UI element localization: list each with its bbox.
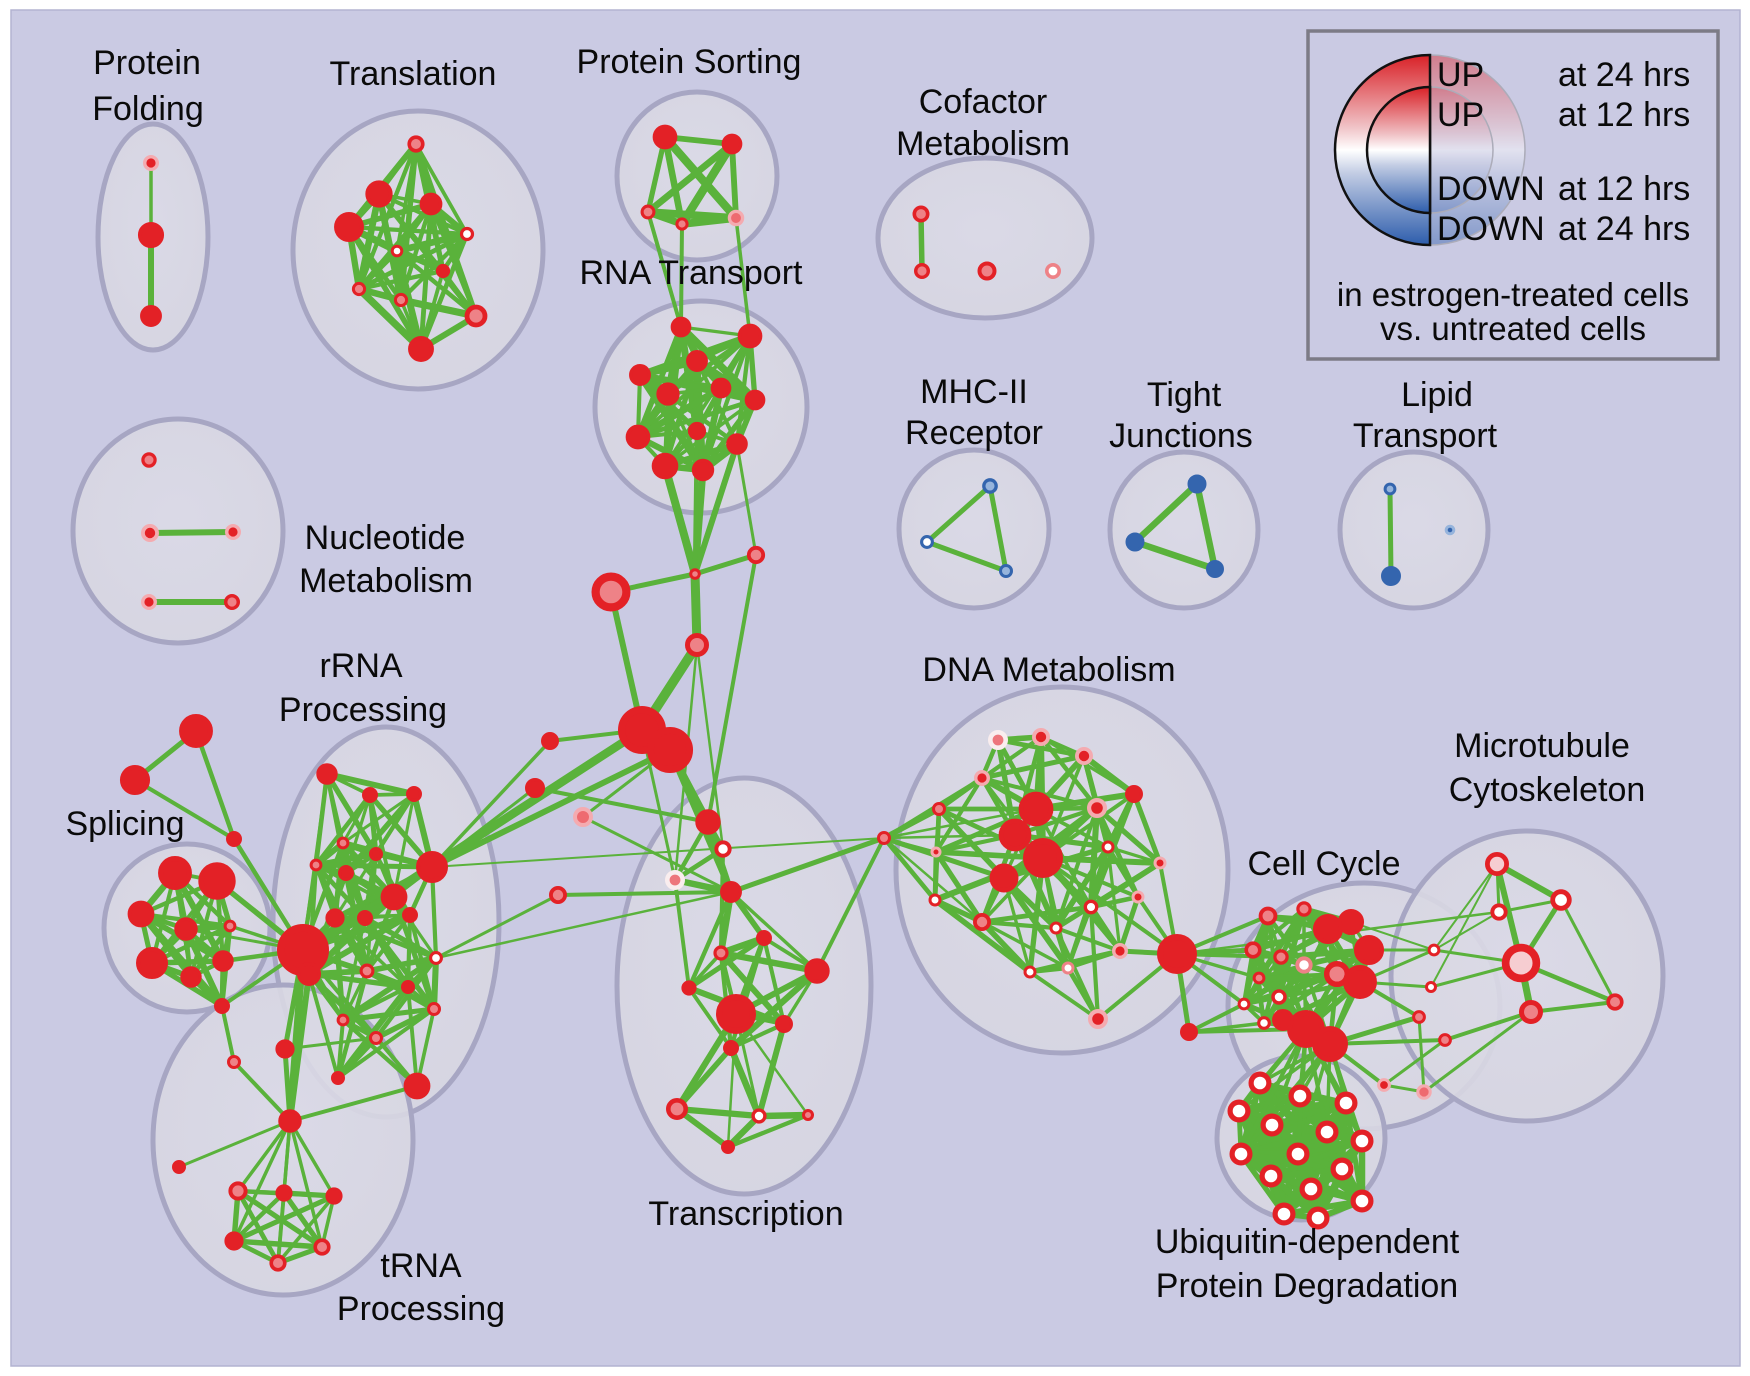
svg-text:Nucleotide: Nucleotide bbox=[305, 519, 466, 557]
svg-text:Receptor: Receptor bbox=[905, 414, 1043, 452]
svg-text:in estrogen-treated cells: in estrogen-treated cells bbox=[1337, 276, 1689, 313]
svg-text:DOWN: DOWN bbox=[1437, 170, 1545, 208]
svg-text:Tight: Tight bbox=[1147, 376, 1222, 414]
svg-text:Lipid: Lipid bbox=[1401, 376, 1473, 414]
svg-text:Folding: Folding bbox=[92, 90, 204, 128]
svg-text:MHC-II: MHC-II bbox=[920, 373, 1028, 411]
svg-text:UP: UP bbox=[1437, 56, 1484, 94]
svg-text:Transport: Transport bbox=[1353, 417, 1498, 455]
svg-text:Junctions: Junctions bbox=[1109, 417, 1253, 455]
svg-text:Splicing: Splicing bbox=[65, 805, 184, 843]
svg-text:Cytoskeleton: Cytoskeleton bbox=[1449, 771, 1646, 809]
svg-text:DOWN: DOWN bbox=[1437, 210, 1545, 248]
svg-text:Metabolism: Metabolism bbox=[896, 125, 1070, 163]
svg-text:Processing: Processing bbox=[279, 691, 447, 729]
svg-text:Translation: Translation bbox=[330, 55, 497, 93]
svg-text:at 12 hrs: at 12 hrs bbox=[1558, 96, 1690, 134]
svg-text:at 24 hrs: at 24 hrs bbox=[1558, 56, 1690, 94]
svg-text:tRNA: tRNA bbox=[380, 1247, 462, 1285]
svg-text:Transcription: Transcription bbox=[648, 1195, 843, 1233]
svg-text:UP: UP bbox=[1437, 96, 1484, 134]
svg-text:Protein Degradation: Protein Degradation bbox=[1156, 1267, 1458, 1305]
svg-text:Metabolism: Metabolism bbox=[299, 562, 473, 600]
svg-text:Processing: Processing bbox=[337, 1290, 505, 1328]
svg-text:Protein Sorting: Protein Sorting bbox=[577, 43, 802, 81]
svg-text:rRNA: rRNA bbox=[319, 647, 402, 685]
svg-text:Cofactor: Cofactor bbox=[919, 83, 1048, 121]
svg-text:Cell Cycle: Cell Cycle bbox=[1247, 845, 1400, 883]
svg-text:at 24 hrs: at 24 hrs bbox=[1558, 210, 1690, 248]
svg-text:Ubiquitin-dependent: Ubiquitin-dependent bbox=[1155, 1223, 1460, 1261]
svg-text:DNA Metabolism: DNA Metabolism bbox=[922, 651, 1175, 689]
svg-text:RNA Transport: RNA Transport bbox=[580, 254, 804, 292]
svg-text:vs. untreated cells: vs. untreated cells bbox=[1380, 310, 1646, 347]
svg-text:at 12 hrs: at 12 hrs bbox=[1558, 170, 1690, 208]
svg-text:Protein: Protein bbox=[93, 44, 201, 82]
svg-text:Microtubule: Microtubule bbox=[1454, 727, 1630, 765]
